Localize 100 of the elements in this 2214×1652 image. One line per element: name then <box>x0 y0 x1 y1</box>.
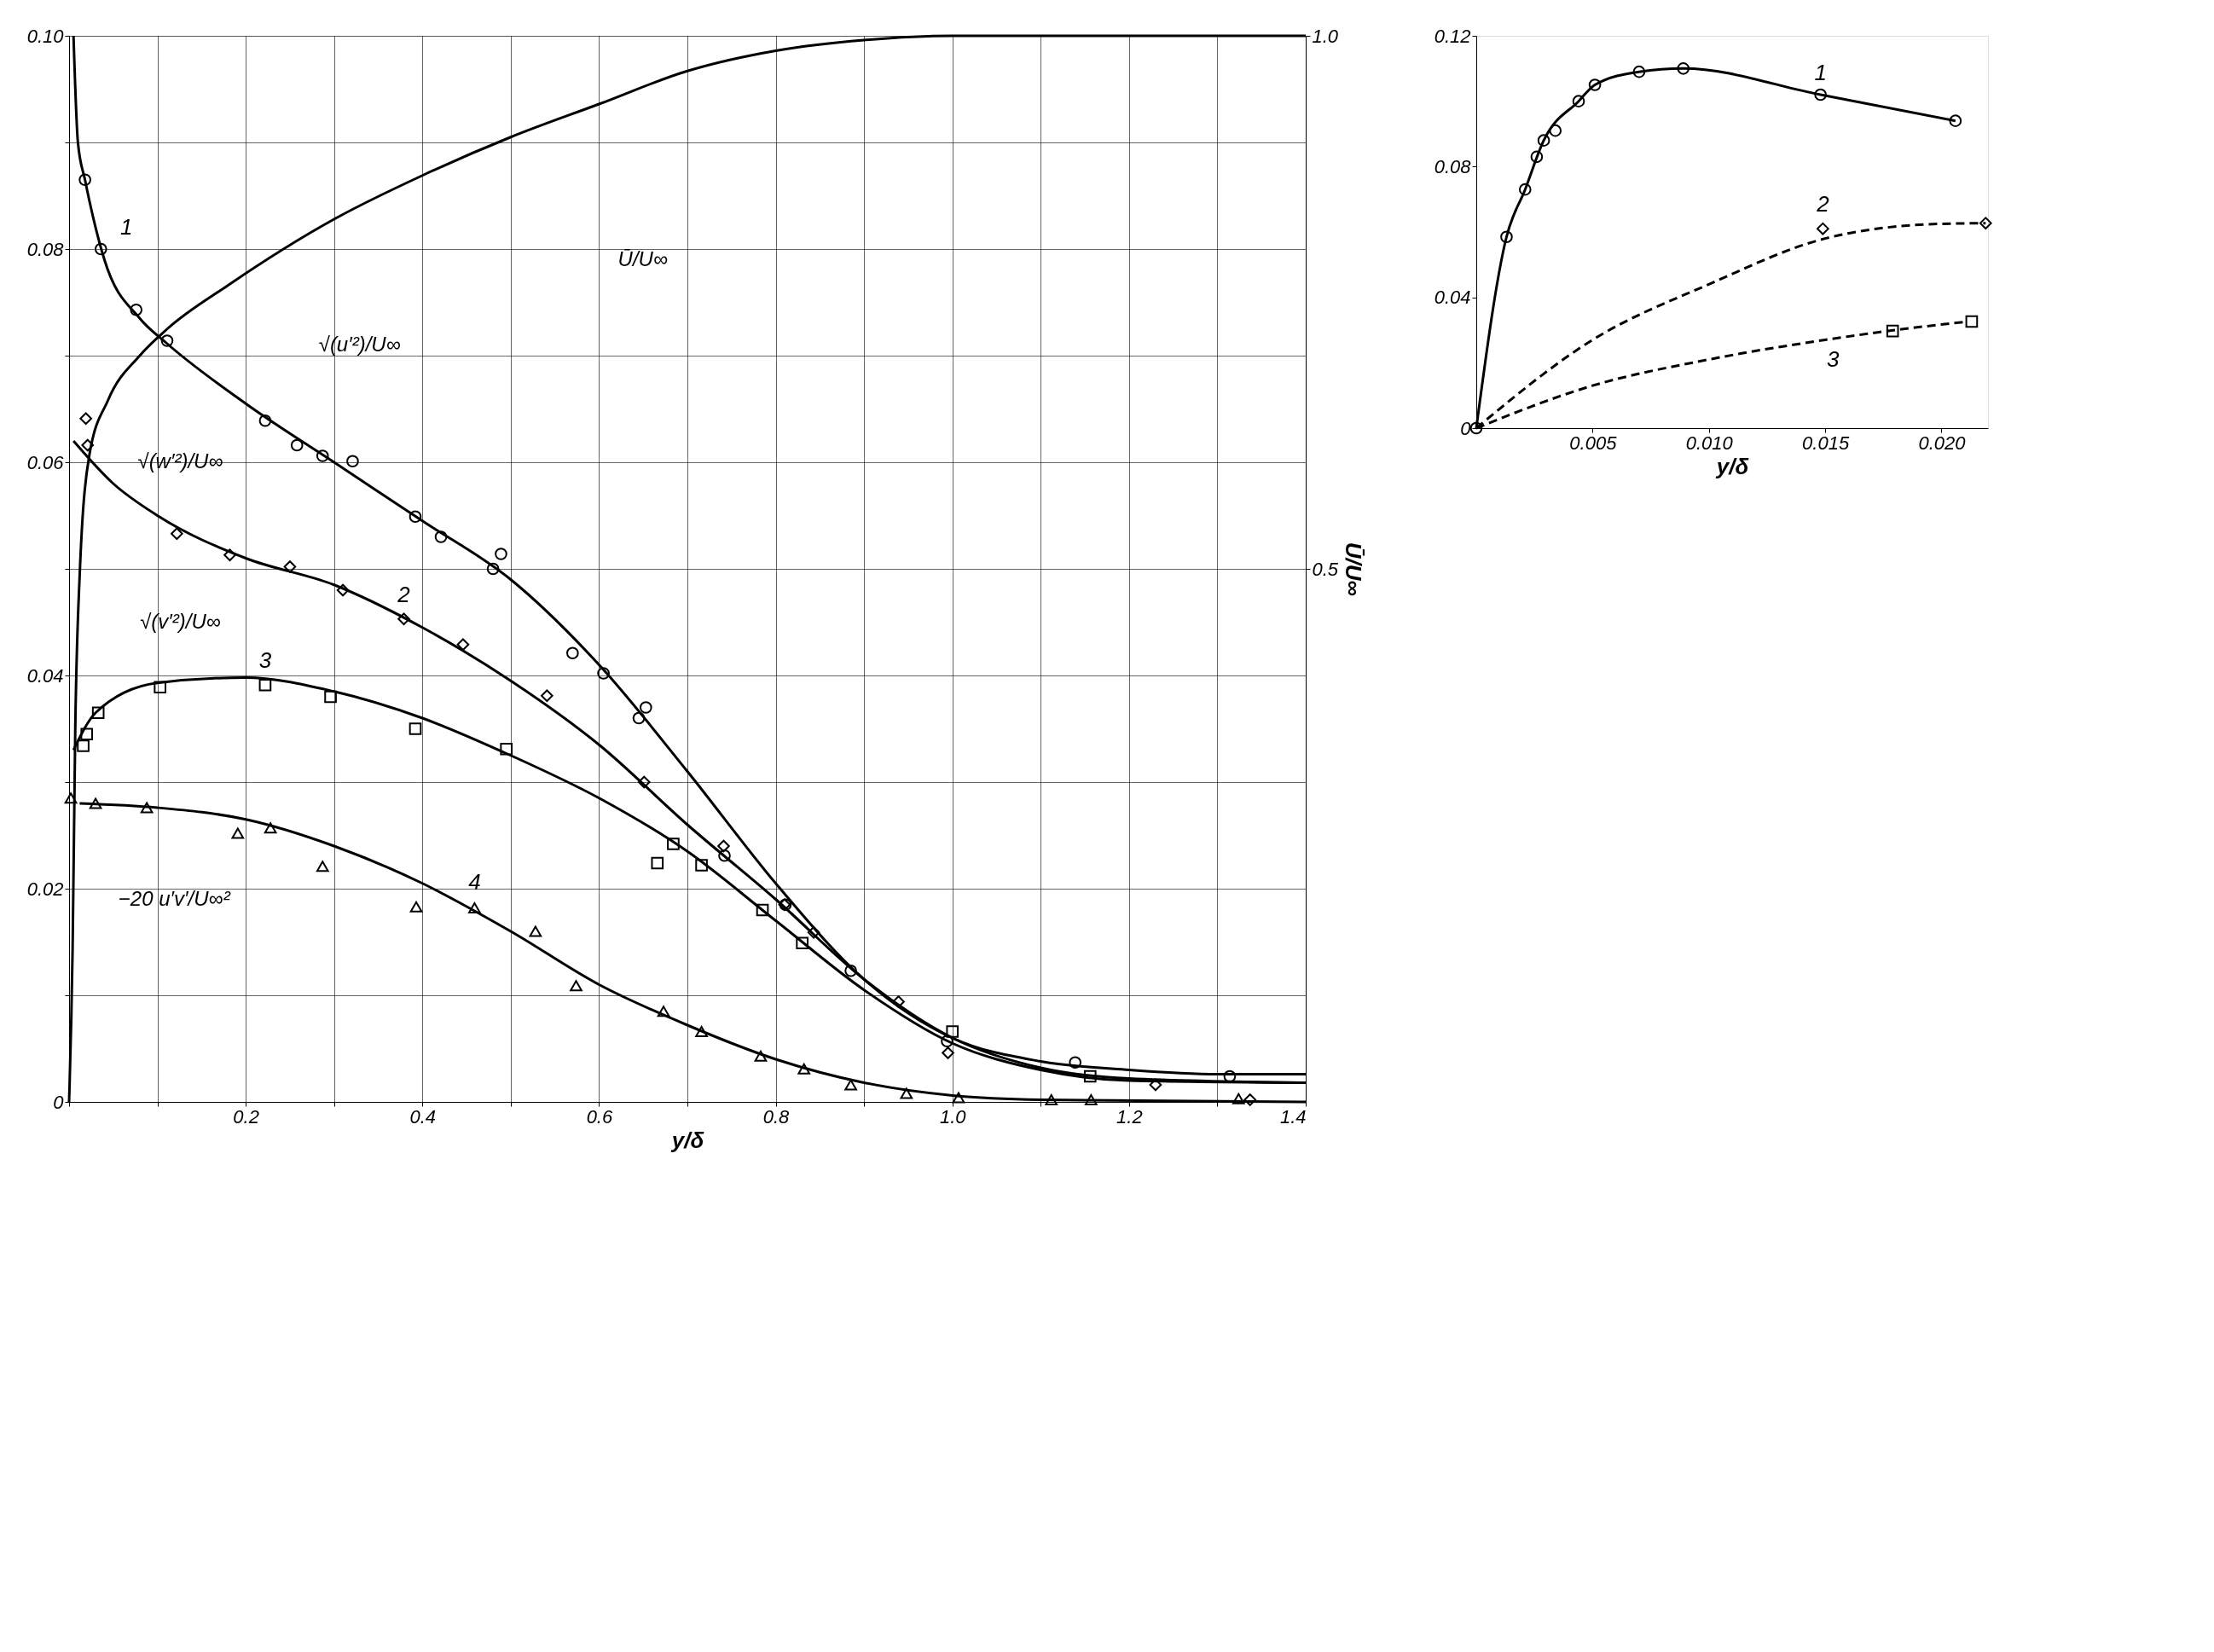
point <box>796 936 809 950</box>
point <box>231 827 245 839</box>
series-label: 2 <box>397 581 411 607</box>
x-tick-label: 0.020 <box>1918 432 1967 454</box>
point <box>844 964 857 977</box>
x-tick-label: 0.010 <box>1685 432 1734 454</box>
point <box>900 1087 913 1099</box>
point <box>409 722 422 735</box>
point <box>336 583 350 597</box>
point <box>409 510 422 524</box>
point <box>1814 88 1827 101</box>
y2-tick-label: 1.0 <box>1312 25 1339 47</box>
series-label: 1 <box>120 214 133 240</box>
point <box>1069 1056 1081 1069</box>
point <box>754 1050 768 1062</box>
x-axis-title: y/δ <box>669 1127 704 1153</box>
point <box>1549 124 1562 137</box>
point <box>1518 183 1532 196</box>
point <box>657 1006 670 1017</box>
point <box>486 562 500 576</box>
x-tick-label: 0.2 <box>233 1105 259 1127</box>
point <box>797 1063 811 1075</box>
point <box>130 303 143 316</box>
x-tick-label: 0.4 <box>409 1105 437 1127</box>
y2-tick-label: 0.5 <box>1312 558 1339 580</box>
y-tick-label: 0.06 <box>26 451 65 473</box>
point <box>1530 150 1544 164</box>
point <box>290 438 304 452</box>
y-tick-label: 0.04 <box>1434 287 1471 309</box>
point <box>434 530 448 543</box>
point <box>1949 114 1962 127</box>
series-label: 3 <box>258 647 272 674</box>
point <box>637 775 651 789</box>
point <box>80 727 94 741</box>
point <box>632 711 646 725</box>
point <box>756 903 769 917</box>
point <box>91 706 105 720</box>
point <box>1537 134 1550 147</box>
point <box>1677 62 1690 75</box>
point <box>566 646 579 660</box>
point <box>946 1025 959 1038</box>
point <box>942 1046 954 1059</box>
y-tick-label: 0.02 <box>26 878 64 900</box>
point <box>597 667 610 680</box>
point <box>718 849 731 862</box>
point <box>346 455 359 468</box>
y2-axis-title: Ū/U∞ <box>1341 542 1367 597</box>
point <box>570 980 582 992</box>
point <box>64 792 78 804</box>
point <box>1588 78 1602 91</box>
annotation: Ū/U∞ <box>617 246 669 270</box>
point <box>1083 1069 1097 1083</box>
point <box>258 678 272 692</box>
point <box>140 802 154 814</box>
point <box>77 739 90 752</box>
point <box>952 1092 965 1104</box>
point <box>695 859 708 872</box>
point <box>495 548 507 560</box>
point <box>316 449 329 462</box>
point <box>1572 95 1585 107</box>
point <box>667 838 680 850</box>
point <box>81 438 95 452</box>
point <box>154 681 166 694</box>
y-tick-label: 0.12 <box>1434 25 1471 47</box>
point <box>1232 1093 1245 1104</box>
point <box>1979 217 1992 229</box>
point <box>223 548 236 562</box>
x-tick-label: 1.2 <box>1116 1105 1143 1127</box>
point <box>258 414 272 427</box>
point <box>316 861 329 872</box>
point <box>160 334 174 347</box>
series-label: 4 <box>468 868 481 895</box>
point <box>283 560 297 573</box>
x-axis-title: y/δ <box>1714 453 1749 479</box>
point <box>695 1026 708 1037</box>
annotation: −20 u′v′/U∞² <box>118 886 231 910</box>
point <box>640 701 652 714</box>
point <box>651 856 664 870</box>
point <box>324 690 337 704</box>
point <box>409 901 423 913</box>
point <box>717 839 730 853</box>
point <box>1085 1094 1098 1105</box>
series-label: 1 <box>1814 60 1827 85</box>
x-tick-label: 0.005 <box>1569 432 1618 454</box>
x-tick-label: 0.8 <box>762 1105 791 1127</box>
y-tick-label: 0.08 <box>26 238 65 260</box>
point <box>171 527 183 541</box>
point <box>1886 324 1899 338</box>
point <box>397 612 410 626</box>
y-tick-label: 0 <box>1460 417 1472 439</box>
point <box>1243 1093 1257 1106</box>
point <box>1817 222 1829 235</box>
x-tick-label: 0.6 <box>586 1105 613 1127</box>
point <box>456 638 470 652</box>
y-tick-label: 0.10 <box>26 25 65 47</box>
point <box>844 1079 857 1091</box>
y-tick-label: 0 <box>53 1091 65 1113</box>
point <box>264 822 277 834</box>
point <box>78 173 91 187</box>
point <box>89 797 102 809</box>
